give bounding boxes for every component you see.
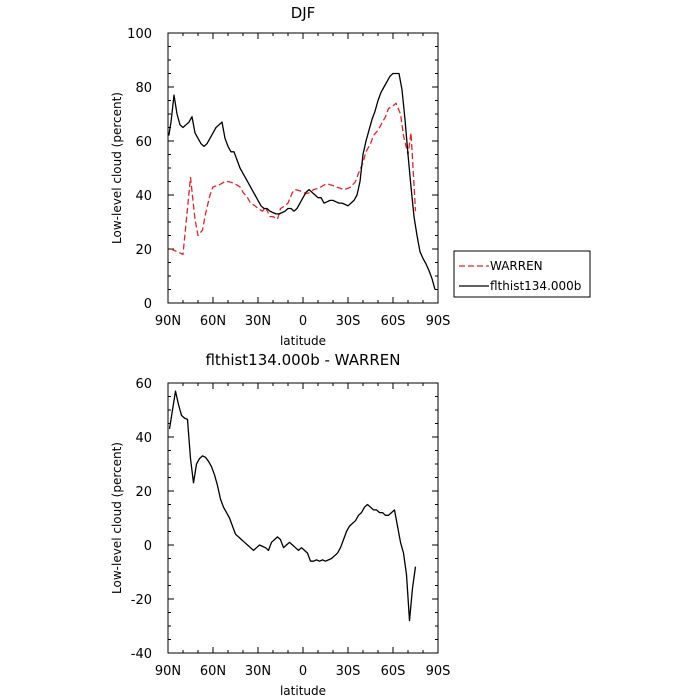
top-chart-series [168, 72, 436, 290]
bottom-chart-x-tick-label: 60N [200, 664, 226, 679]
top-chart-y-tick-label: 60 [135, 135, 152, 150]
top-chart-x-axis: 90N 60N 30N 0 30S 60S 90S [155, 33, 451, 329]
bottom-chart-y-tick-label: 40 [135, 431, 152, 446]
bottom-chart: flthist134.000b - WARREN 90N 60N 30N 0 30S 60… [110, 351, 450, 698]
bottom-chart-y-tick-label: -20 [131, 593, 152, 608]
bottom-chart-y-tick-label: 0 [144, 539, 152, 554]
bottom-chart-x-axis: 90N 60N 30N 0 30S 60S 90S [155, 383, 451, 679]
bottom-chart-title: flthist134.000b - WARREN [205, 351, 400, 369]
top-chart-x-tick-label: 30N [245, 314, 271, 329]
bottom-chart-y-tick-label: 20 [135, 485, 152, 500]
bottom-chart-y-tick-label: -40 [131, 647, 152, 662]
top-chart-x-tick-label: 30S [336, 314, 361, 329]
top-chart-series-line-warren [170, 102, 417, 256]
top-chart-x-tick-label: 60S [381, 314, 406, 329]
top-chart-x-axis-label: latitude [280, 334, 326, 348]
bottom-chart-y-axis: -40 -20 0 20 40 60 [131, 377, 438, 662]
bottom-chart-x-tick-label: 30N [245, 664, 271, 679]
legend-box [453, 250, 591, 298]
top-chart-y-tick-label: 80 [135, 81, 152, 96]
legend: WARREN flthist134.000b [453, 250, 591, 298]
bottom-chart-x-tick-label: 60S [381, 664, 406, 679]
bottom-chart-x-tick-label: 0 [299, 664, 307, 679]
legend-label-flthist: flthist134.000b [490, 279, 581, 293]
top-chart: DJF 90N 60N 30N 0 30S 60S 90S 0 20 40 60 80 100 lat… [110, 4, 591, 348]
top-chart-y-axis: 0 20 40 60 80 100 [127, 27, 438, 312]
top-chart-series-line-flthist134-000b [168, 72, 436, 290]
legend-label-warren: WARREN [490, 259, 543, 273]
top-chart-x-tick-label: 60N [200, 314, 226, 329]
top-chart-title: DJF [291, 4, 316, 22]
top-chart-y-tick-label: 0 [144, 297, 152, 312]
bottom-chart-x-tick-label: 90N [155, 664, 181, 679]
top-chart-y-tick-label: 100 [127, 27, 152, 42]
top-chart-x-tick-label: 90S [426, 314, 451, 329]
bottom-chart-y-tick-label: 60 [135, 377, 152, 392]
bottom-chart-x-tick-label: 90S [426, 664, 451, 679]
bottom-chart-series [168, 390, 417, 622]
top-chart-x-tick-label: 0 [299, 314, 307, 329]
top-chart-x-tick-label: 90N [155, 314, 181, 329]
bottom-chart-series-line-difference [168, 390, 417, 622]
bottom-chart-x-tick-label: 30S [336, 664, 361, 679]
top-chart-y-tick-label: 20 [135, 243, 152, 258]
top-chart-y-axis-label: Low-level cloud (percent) [110, 92, 124, 244]
top-chart-y-tick-label: 40 [135, 189, 152, 204]
bottom-chart-x-axis-label: latitude [280, 684, 326, 698]
bottom-chart-y-axis-label: Low-level cloud (percent) [110, 442, 124, 594]
